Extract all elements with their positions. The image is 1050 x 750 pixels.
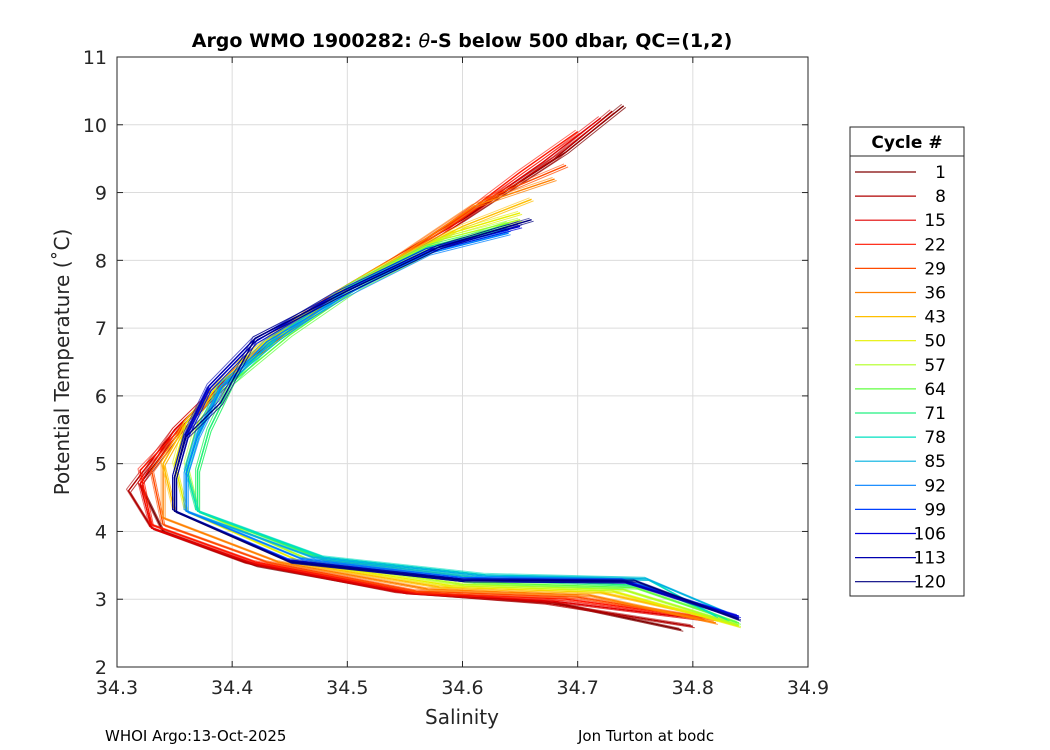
legend-label: 29 (924, 259, 946, 279)
y-tick-label: 8 (95, 250, 107, 272)
x-axis: 34.3 34.4 34.5 34.6 34.7 34.8 34.9 (96, 57, 829, 699)
x-tick-label: 34.6 (441, 677, 483, 699)
legend-label: 1 (935, 163, 946, 183)
legend-label: 113 (914, 549, 946, 569)
series-line (176, 220, 742, 622)
legend-label: 92 (924, 476, 946, 496)
series-line (150, 164, 717, 621)
footer-source: WHOI Argo:13-Oct-2025 (105, 727, 287, 745)
legend-label: 71 (924, 404, 946, 424)
x-tick-label: 34.3 (96, 677, 138, 699)
legend-label: 120 (914, 573, 946, 593)
legend-label: 99 (924, 500, 946, 520)
legend-label: 64 (924, 380, 946, 400)
legend-label: 8 (935, 187, 946, 207)
legend-label: 106 (914, 525, 946, 545)
legend-label: 50 (924, 332, 946, 352)
footer-author: Jon Turton at bodc (578, 727, 715, 745)
y-axis: 2 3 4 5 6 7 8 9 10 11 (83, 47, 808, 679)
legend-entries: 1 8 15 22 29 36 43 50 57 64 71 78 85 92 99 106 113 120 (855, 163, 946, 593)
y-tick-label: 11 (83, 47, 107, 69)
series-line (173, 219, 740, 621)
y-tick-label: 5 (95, 454, 107, 476)
legend-label: 15 (924, 211, 946, 231)
series-line (172, 217, 738, 619)
series-layer (125, 103, 742, 632)
y-tick-label: 2 (95, 657, 107, 679)
legend: Cycle # 18152229364350576471788592991061… (849, 126, 965, 597)
x-axis-label: Salinity (425, 705, 499, 729)
y-tick-label: 3 (95, 589, 107, 611)
x-tick-label: 34.8 (672, 677, 714, 699)
legend-label: 36 (924, 284, 946, 304)
legend-box (849, 126, 965, 597)
chart-title: Argo WMO 1900282: θ-S below 500 dbar, QC… (192, 30, 733, 52)
y-tick-label: 4 (95, 521, 107, 543)
legend-title: Cycle # (871, 133, 942, 153)
y-axis-label: Potential Temperature (˚C) (50, 229, 74, 496)
x-tick-label: 34.4 (211, 677, 253, 699)
y-tick-label: 9 (95, 183, 107, 205)
y-tick-label: 10 (83, 115, 107, 137)
series-line (141, 119, 707, 622)
y-tick-label: 7 (95, 318, 107, 340)
x-tick-label: 34.7 (557, 677, 599, 699)
legend-label: 22 (924, 235, 946, 255)
legend-label: 85 (924, 452, 946, 472)
legend-label: 57 (924, 356, 946, 376)
legend-label: 43 (924, 308, 946, 328)
x-tick-label: 34.5 (326, 677, 368, 699)
x-tick-label: 34.9 (787, 677, 829, 699)
legend-label: 78 (924, 428, 946, 448)
y-tick-label: 6 (95, 386, 107, 408)
